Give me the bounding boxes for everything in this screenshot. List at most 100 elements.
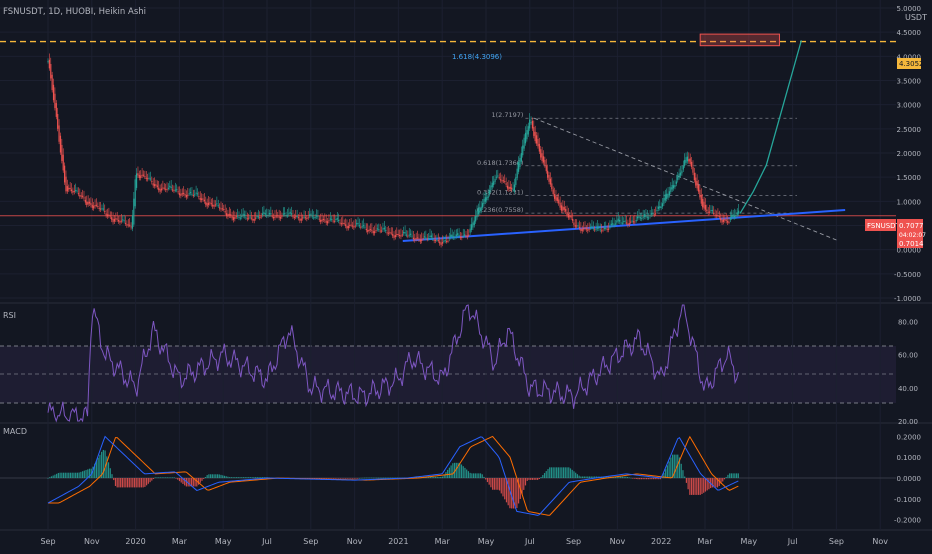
macd-histogram-bar bbox=[85, 469, 87, 479]
candle-body bbox=[703, 201, 705, 209]
candle-body bbox=[111, 217, 113, 220]
macd-histogram-bar bbox=[317, 478, 319, 479]
candle-body bbox=[169, 185, 171, 188]
candle-body bbox=[365, 228, 367, 231]
macd-histogram-bar bbox=[132, 478, 134, 488]
candle-body bbox=[180, 193, 182, 197]
candle-body bbox=[194, 194, 196, 196]
candle-body bbox=[497, 175, 499, 177]
candle-body bbox=[412, 237, 414, 240]
candle-body bbox=[397, 233, 399, 235]
macd-histogram-bar bbox=[61, 472, 63, 479]
candle-body bbox=[725, 219, 727, 221]
macd-histogram-bar bbox=[730, 473, 732, 479]
candle-body bbox=[455, 234, 457, 237]
candle-body bbox=[124, 222, 127, 224]
macd-histogram-bar bbox=[173, 477, 175, 479]
macd-histogram-bar bbox=[83, 470, 85, 479]
candle-body bbox=[66, 186, 68, 192]
candle-body bbox=[603, 227, 606, 229]
macd-histogram-bar bbox=[189, 478, 191, 487]
candle-body bbox=[678, 173, 680, 178]
candle-body bbox=[441, 242, 444, 244]
macd-histogram-bar bbox=[133, 478, 136, 488]
macd-label[interactable]: MACD bbox=[3, 427, 27, 436]
candle-body bbox=[203, 199, 206, 202]
drawings-layer: 1(2.7197) 0.618(1.7360) 0.382(1.1231) 0.236… bbox=[0, 33, 896, 242]
candle-body bbox=[612, 223, 614, 225]
macd-histogram-bar bbox=[161, 477, 163, 479]
candle-body bbox=[461, 236, 463, 238]
candle-body bbox=[184, 194, 186, 196]
candle-body bbox=[624, 220, 626, 222]
macd-histogram-bar bbox=[69, 472, 72, 479]
macd-histogram-bar bbox=[722, 478, 724, 482]
candle-body bbox=[440, 242, 442, 246]
macd-histogram-bar bbox=[713, 478, 715, 488]
candle-body bbox=[351, 225, 354, 227]
macd-histogram-bar bbox=[466, 469, 468, 479]
macd-histogram-bar bbox=[92, 466, 94, 479]
candle-body bbox=[535, 135, 538, 144]
price-tick-label: 2.5000 bbox=[897, 126, 922, 134]
candle-body bbox=[162, 187, 164, 189]
macd-histogram-bar bbox=[685, 478, 688, 483]
candle-body bbox=[231, 215, 233, 219]
candle-body bbox=[418, 238, 420, 240]
macd-histogram-bar bbox=[594, 476, 596, 479]
candle-body bbox=[466, 235, 468, 237]
candle-body bbox=[97, 206, 99, 208]
symbol-badge[interactable] bbox=[865, 219, 896, 231]
rsi-label[interactable]: RSI bbox=[3, 311, 16, 320]
macd-histogram-bar bbox=[478, 473, 480, 479]
macd-histogram-bar bbox=[66, 472, 68, 479]
candle-body bbox=[696, 181, 698, 189]
candle-body bbox=[530, 122, 532, 124]
macd-histogram-bar bbox=[531, 478, 534, 480]
macd-histogram-bar bbox=[142, 478, 144, 488]
macd-histogram-bar bbox=[239, 477, 241, 479]
time-axis-label: Sep bbox=[303, 537, 318, 546]
candle-body bbox=[650, 213, 653, 215]
candle-body bbox=[548, 175, 550, 182]
candle-body bbox=[726, 221, 729, 223]
macd-histogram-bar bbox=[623, 476, 625, 479]
candle-body bbox=[324, 219, 326, 221]
macd-histogram-bar bbox=[428, 476, 430, 479]
macd-histogram-bar bbox=[621, 476, 623, 479]
chart-title[interactable]: FSNUSDT, 1D, HUOBI, Heikin Ashi bbox=[3, 7, 146, 17]
candle-body bbox=[243, 214, 246, 217]
candle-body bbox=[516, 168, 518, 178]
candle-body bbox=[120, 220, 122, 222]
macd-histogram-bar bbox=[73, 472, 75, 479]
macd-histogram-bar bbox=[474, 473, 476, 479]
candle-body bbox=[383, 227, 385, 230]
macd-histogram-bar bbox=[49, 477, 51, 479]
candle-body bbox=[311, 215, 313, 217]
candle-body bbox=[664, 194, 666, 201]
candle-body bbox=[51, 74, 53, 91]
macd-histogram-bar bbox=[313, 478, 316, 479]
candle-body bbox=[72, 190, 74, 193]
candle-body bbox=[126, 224, 128, 226]
candle-body bbox=[450, 234, 452, 238]
macd-histogram-bar bbox=[355, 478, 357, 479]
macd-histogram-bar bbox=[50, 476, 53, 479]
candles-layer bbox=[47, 53, 740, 248]
macd-histogram-bar bbox=[322, 478, 324, 479]
macd-histogram-bar bbox=[223, 475, 226, 479]
macd-histogram-bar bbox=[263, 477, 265, 479]
candle-body bbox=[349, 224, 351, 226]
fib-extension-label[interactable]: 1.618(4.3096) bbox=[452, 53, 502, 61]
candle-body bbox=[171, 189, 174, 191]
macd-histogram-bar bbox=[614, 476, 617, 479]
macd-histogram-bar bbox=[661, 476, 663, 479]
candle-body bbox=[577, 225, 579, 227]
macd-histogram-bar bbox=[462, 466, 464, 479]
candle-body bbox=[670, 187, 672, 192]
price-axis-unit: USDT bbox=[905, 13, 927, 22]
macd-histogram-bar bbox=[178, 478, 181, 482]
candle-body bbox=[55, 103, 57, 117]
candle-body bbox=[70, 189, 73, 192]
